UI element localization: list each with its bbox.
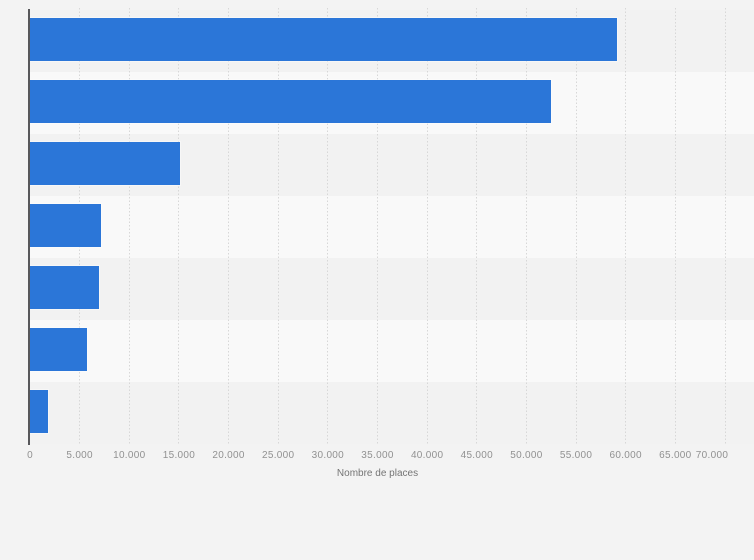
bar [30,18,617,61]
x-tick-label: 50.000 [510,450,543,461]
gridline [277,8,279,445]
bar [30,328,87,371]
x-tick-label: 10.000 [113,450,146,461]
row-stripe [30,382,754,444]
x-tick-label: 20.000 [212,450,245,461]
x-tick-label: 0 [27,450,33,461]
x-axis-title: Nombre de places [336,468,419,479]
gridline [228,8,230,445]
x-tick-label: 35.000 [361,450,394,461]
bar [30,204,101,247]
gridline [625,8,627,445]
gridline [178,8,180,445]
bar [30,266,99,309]
gridline [476,8,478,445]
gridline [377,8,378,445]
row-stripe [30,320,754,382]
x-tick-label: 45.000 [460,450,493,461]
row-stripe [30,258,754,320]
gridline [525,8,527,445]
gridline [426,8,428,445]
plot-area [28,8,754,445]
x-tick-label: 55.000 [559,450,593,461]
x-tick-label: 40.000 [410,450,444,461]
x-tick-label: 5.000 [66,450,93,461]
gridline [575,8,577,445]
bar [30,142,181,185]
gridline [128,8,130,445]
bar [30,80,551,123]
row-stripe [30,196,754,258]
x-tick-label: 70.000 [695,450,729,461]
y-axis-line [28,9,30,445]
x-tick-label: 65.000 [659,450,692,461]
x-tick-label: 60.000 [609,450,642,461]
x-tick-label: 15.000 [162,450,196,461]
x-tick-label: 25.000 [262,450,295,461]
bar [30,390,48,433]
x-axis-tick-labels: 0 5.000 10.000 15.000 20.000 25.000 30.000 35.0… [27,450,754,464]
x-tick-label: 30.000 [311,450,345,461]
gridline [724,8,726,445]
gridline [327,8,329,445]
gridline [674,8,676,445]
